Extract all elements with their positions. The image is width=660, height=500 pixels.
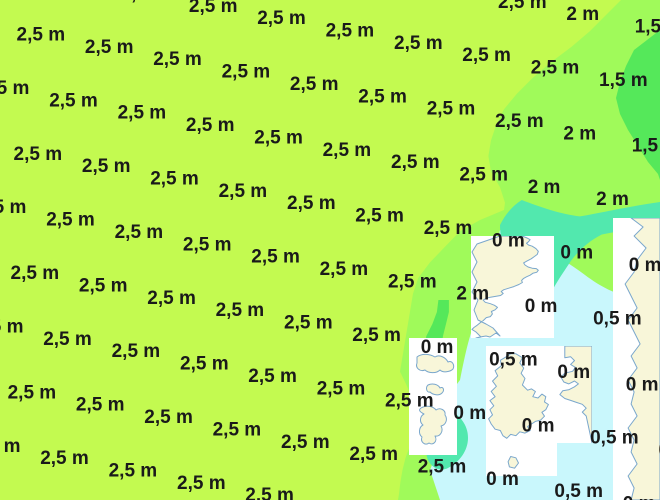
svg-text:2,5 m: 2,5 m [290,74,339,95]
svg-text:2,5 m: 2,5 m [40,448,89,469]
svg-text:2,5 m: 2,5 m [358,86,407,107]
svg-text:2,5 m: 2,5 m [11,263,60,284]
svg-text:0 m: 0 m [623,494,656,500]
svg-text:2,5 m: 2,5 m [150,169,199,190]
svg-text:2,5 m: 2,5 m [85,37,134,58]
svg-text:2,5 m: 2,5 m [43,329,92,350]
svg-text:2,5 m: 2,5 m [459,165,508,186]
svg-text:2,5 m: 2,5 m [352,325,401,346]
svg-text:2,5 m: 2,5 m [79,275,128,296]
svg-text:2,5 m: 2,5 m [0,78,29,99]
svg-text:0 m: 0 m [421,337,454,358]
svg-text:2,5 m: 2,5 m [245,485,294,500]
svg-text:2,5 m: 2,5 m [189,0,238,17]
svg-text:2,5 m: 2,5 m [323,140,372,161]
svg-text:2,5 m: 2,5 m [17,25,66,46]
svg-text:2 m: 2 m [456,284,489,305]
svg-text:1,5 m: 1,5 m [632,136,660,157]
svg-text:1,5 m: 1,5 m [635,17,660,38]
svg-text:2 m: 2 m [563,123,596,144]
svg-text:2,5 m: 2,5 m [0,436,20,457]
svg-text:2,5 m: 2,5 m [115,222,164,243]
svg-text:2,5 m: 2,5 m [254,127,303,148]
svg-text:1,5 m: 1,5 m [599,70,648,91]
svg-text:2 m: 2 m [566,4,599,25]
svg-text:2,5 m: 2,5 m [281,432,330,453]
svg-text:2,5 m: 2,5 m [349,444,398,465]
svg-text:2,5 m: 2,5 m [216,300,265,321]
svg-text:2,5 m: 2,5 m [0,317,23,338]
svg-text:0 m: 0 m [522,415,555,436]
svg-text:0,5 m: 0,5 m [593,309,642,330]
svg-text:2,5 m: 2,5 m [418,457,467,478]
svg-text:2,5 m: 2,5 m [49,90,98,111]
svg-text:2,5 m: 2,5 m [222,62,271,83]
svg-text:2,5 m: 2,5 m [177,473,226,494]
svg-text:2,5 m: 2,5 m [109,461,158,482]
svg-text:2,5 m: 2,5 m [424,218,473,239]
svg-text:2,5 m: 2,5 m [46,210,95,231]
svg-text:2,5 m: 2,5 m [391,152,440,173]
svg-text:2,5 m: 2,5 m [427,99,476,120]
svg-text:2,5 m: 2,5 m [121,0,170,4]
svg-text:2,5 m: 2,5 m [326,21,375,42]
svg-text:2 m: 2 m [528,177,561,198]
svg-text:2,5 m: 2,5 m [385,391,434,412]
svg-text:2,5 m: 2,5 m [317,378,366,399]
svg-text:0 m: 0 m [486,469,519,490]
svg-text:2,5 m: 2,5 m [14,144,63,165]
svg-text:2,5 m: 2,5 m [144,407,193,428]
svg-text:2,5 m: 2,5 m [248,366,297,387]
svg-text:2 m: 2 m [596,189,629,210]
svg-text:2,5 m: 2,5 m [498,0,547,13]
svg-text:0 m: 0 m [557,362,590,383]
svg-text:2,5 m: 2,5 m [112,341,161,362]
svg-text:2,5 m: 2,5 m [355,206,404,227]
svg-text:2,5 m: 2,5 m [287,193,336,214]
svg-text:2,5 m: 2,5 m [251,247,300,268]
svg-text:2,5 m: 2,5 m [76,395,125,416]
svg-text:2,5 m: 2,5 m [257,8,306,29]
svg-text:2,5 m: 2,5 m [213,419,262,440]
svg-text:2,5 m: 2,5 m [186,115,235,136]
svg-text:2,5 m: 2,5 m [284,313,333,334]
svg-text:2,5 m: 2,5 m [219,181,268,202]
svg-text:2,5 m: 2,5 m [183,234,232,255]
svg-text:0 m: 0 m [453,403,486,424]
svg-text:2,5 m: 2,5 m [82,156,131,177]
svg-text:0 m: 0 m [492,230,525,251]
svg-text:0 m: 0 m [626,374,659,395]
svg-text:2,5 m: 2,5 m [153,49,202,70]
svg-text:2,5 m: 2,5 m [531,58,580,79]
svg-text:2,5 m: 2,5 m [394,33,443,54]
svg-text:0 m: 0 m [560,243,593,264]
svg-text:2,5 m: 2,5 m [320,259,369,280]
svg-text:0 m: 0 m [525,296,558,317]
svg-text:2,5 m: 2,5 m [147,288,196,309]
svg-text:2,5 m: 2,5 m [180,354,229,375]
svg-text:0 m: 0 m [629,255,660,276]
svg-text:2,5 m: 2,5 m [388,271,437,292]
svg-text:2,5 m: 2,5 m [462,45,511,66]
svg-text:2,5 m: 2,5 m [495,111,544,132]
svg-text:2,5 m: 2,5 m [118,103,167,124]
svg-text:0,5 m: 0,5 m [554,481,603,500]
svg-text:2,5 m: 2,5 m [0,197,26,218]
svg-text:0,5 m: 0,5 m [590,428,639,449]
svg-text:2,5 m: 2,5 m [8,382,57,403]
svg-text:0,5 m: 0,5 m [489,350,538,371]
